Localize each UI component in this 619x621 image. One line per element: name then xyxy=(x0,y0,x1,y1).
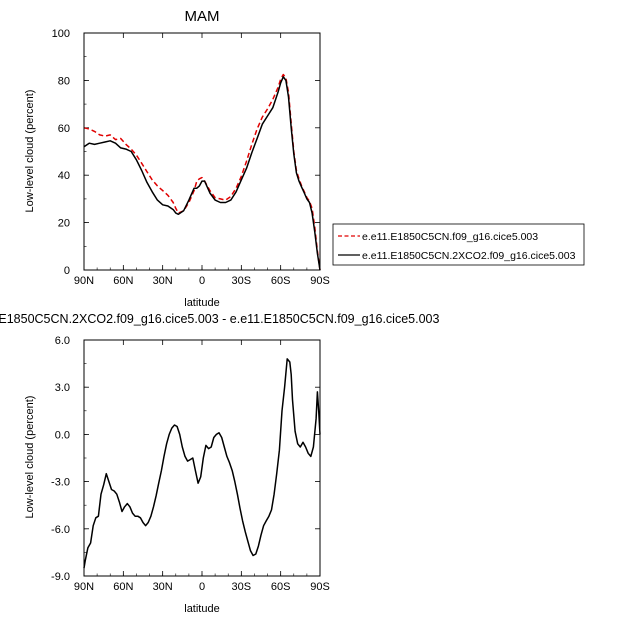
bottom-x-tick-label: 90S xyxy=(310,581,330,593)
top-x-tick-label: 30S xyxy=(232,275,252,287)
top-x-tick-label: 60N xyxy=(113,275,133,287)
top-chart-title: MAM xyxy=(185,8,220,25)
legend-label-2xco2: e.e11.E1850C5CN.2XCO2.f09_g16.cice5.003 xyxy=(362,250,576,262)
top-x-axis-label: latitude xyxy=(184,297,219,309)
top-x-tick-label: 90N xyxy=(74,275,94,287)
bottom-y-tick-label: -6.0 xyxy=(51,524,70,536)
top-panel: MAM latitude Low-level cloud (percent) 9… xyxy=(24,8,330,309)
bottom-y-tick-label: 3.0 xyxy=(55,382,70,394)
bottom-x-tick-label: 0 xyxy=(199,581,205,593)
bottom-x-axis-label: latitude xyxy=(184,603,219,615)
bottom-y-tick-label: -3.0 xyxy=(51,477,70,489)
bottom-series-lines xyxy=(83,358,321,569)
top-series-line-1 xyxy=(83,73,321,271)
bottom-y-tick-label: -9.0 xyxy=(51,571,70,583)
bottom-x-tick-label: 60N xyxy=(113,581,133,593)
bottom-series-line-1 xyxy=(83,358,321,569)
top-y-tick-label: 60 xyxy=(58,123,70,135)
bottom-plot-frame xyxy=(83,339,321,577)
top-series-line-2 xyxy=(83,76,321,271)
bottom-y-tick-label: 6.0 xyxy=(55,335,70,347)
legend-box xyxy=(332,223,585,266)
legend-label-control: e.e11.E1850C5CN.f09_g16.cice5.003 xyxy=(362,231,538,243)
bottom-panel: e.e11.E1850C5CN.2XCO2.f09_g16.cice5.003 … xyxy=(0,312,439,615)
top-y-tick-label: 0 xyxy=(64,265,70,277)
top-y-tick-label: 100 xyxy=(52,28,70,40)
bottom-y-tick-label: 0.0 xyxy=(55,429,70,441)
legend: e.e11.E1850C5CN.f09_g16.cice5.003 e.e11.… xyxy=(332,223,585,266)
top-y-tick-label: 80 xyxy=(58,75,70,87)
top-y-tick-label: 20 xyxy=(58,218,70,230)
top-y-tick-label: 40 xyxy=(58,170,70,182)
top-x-tick-label: 0 xyxy=(199,275,205,287)
top-series-lines xyxy=(83,73,321,271)
bottom-chart-title: e.e11.E1850C5CN.2XCO2.f09_g16.cice5.003 … xyxy=(0,312,439,326)
bottom-x-tick-label: 30N xyxy=(153,581,173,593)
top-axes: 90N 60N 30N 0 30S 60S 90S 0 20 40 60 80 100 xyxy=(52,28,330,287)
bottom-x-tick-label: 90N xyxy=(74,581,94,593)
top-x-tick-label: 30N xyxy=(153,275,173,287)
top-x-tick-label: 90S xyxy=(310,275,330,287)
top-plot-frame xyxy=(83,32,321,271)
bottom-y-axis-label: Low-level cloud (percent) xyxy=(24,396,36,519)
bottom-x-tick-label: 60S xyxy=(271,581,291,593)
bottom-axes: 90N 60N 30N 0 30S 60S 90S -9.0 -6.0 -3.0 0.0 3.0 6.0 xyxy=(51,335,330,593)
bottom-x-tick-label: 30S xyxy=(232,581,252,593)
top-x-tick-label: 60S xyxy=(271,275,291,287)
top-y-axis-label: Low-level cloud (percent) xyxy=(24,90,36,213)
